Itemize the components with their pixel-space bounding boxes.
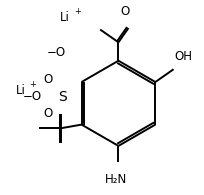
Text: +: + [74,7,81,16]
Text: O: O [43,107,52,121]
Text: O: O [43,73,52,86]
Text: Li: Li [16,84,26,97]
Text: Li: Li [60,11,70,24]
Text: −O: −O [47,46,66,59]
Text: OH: OH [175,50,193,63]
Text: +: + [29,80,36,90]
Text: O: O [121,5,130,18]
Text: S: S [58,90,67,104]
Text: −O: −O [23,90,42,103]
Text: H₂N: H₂N [104,173,127,186]
